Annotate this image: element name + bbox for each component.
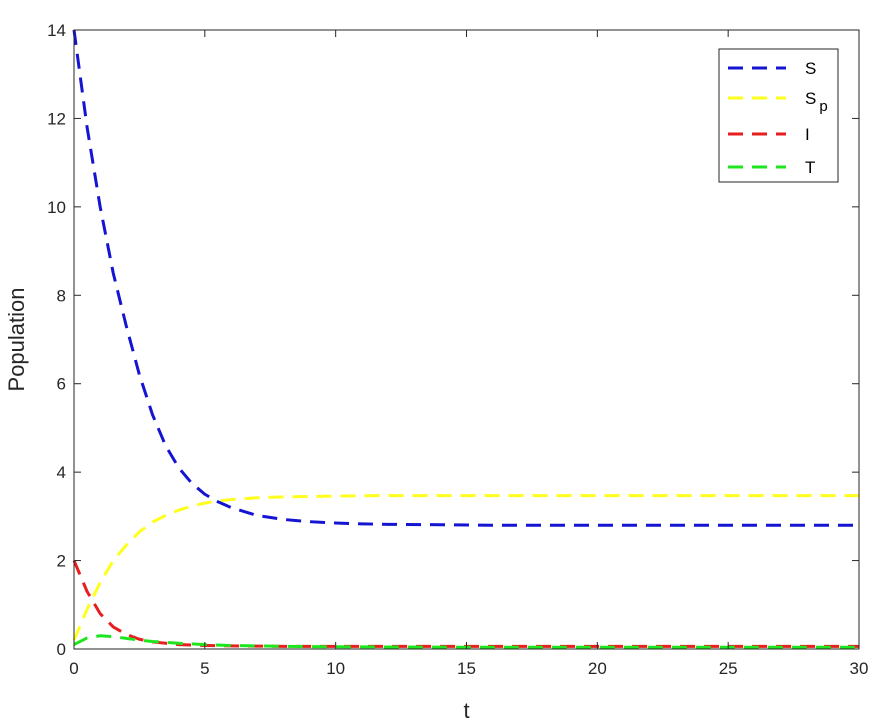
x-axis-label: t bbox=[463, 698, 469, 723]
legend-label-subscript: p bbox=[819, 98, 827, 115]
series-layer bbox=[72, 29, 859, 649]
x-tick-label: 5 bbox=[200, 659, 209, 678]
y-tick-label: 8 bbox=[57, 286, 66, 305]
y-tick-label: 4 bbox=[57, 463, 66, 482]
y-tick-label: 14 bbox=[47, 21, 66, 40]
y-tick-label: 0 bbox=[57, 640, 66, 659]
x-tick-label: 25 bbox=[719, 659, 738, 678]
x-tick-label: 15 bbox=[457, 659, 476, 678]
series-line-3 bbox=[73, 634, 859, 649]
y-tick-label: 10 bbox=[47, 198, 66, 217]
y-axis-label: Population bbox=[4, 288, 29, 392]
x-tick-label: 30 bbox=[850, 659, 869, 678]
y-tick-label: 12 bbox=[47, 109, 66, 128]
legend-label-text: I bbox=[805, 125, 810, 144]
x-tick-label: 10 bbox=[326, 659, 345, 678]
series-line-0 bbox=[72, 29, 859, 527]
legend-label-text: S bbox=[805, 89, 816, 108]
legend-label: S bbox=[805, 59, 816, 78]
plot-frame bbox=[73, 29, 860, 650]
x-tick-label: 20 bbox=[588, 659, 607, 678]
y-tick-label: 2 bbox=[57, 552, 66, 571]
legend-label: I bbox=[805, 125, 810, 144]
legend: SS pIT bbox=[718, 48, 839, 183]
legend-label: T bbox=[805, 158, 815, 177]
y-tick-label: 6 bbox=[57, 375, 66, 394]
legend-label-text: S bbox=[805, 59, 816, 78]
legend-label-text: T bbox=[805, 158, 815, 177]
legend-box bbox=[718, 48, 839, 183]
series-line-1 bbox=[72, 494, 859, 641]
axes-layer: 0 5 10 15 20 25 30 0 2 4 6 8 10 12 14 bbox=[47, 21, 868, 678]
x-tick-label: 0 bbox=[69, 659, 78, 678]
